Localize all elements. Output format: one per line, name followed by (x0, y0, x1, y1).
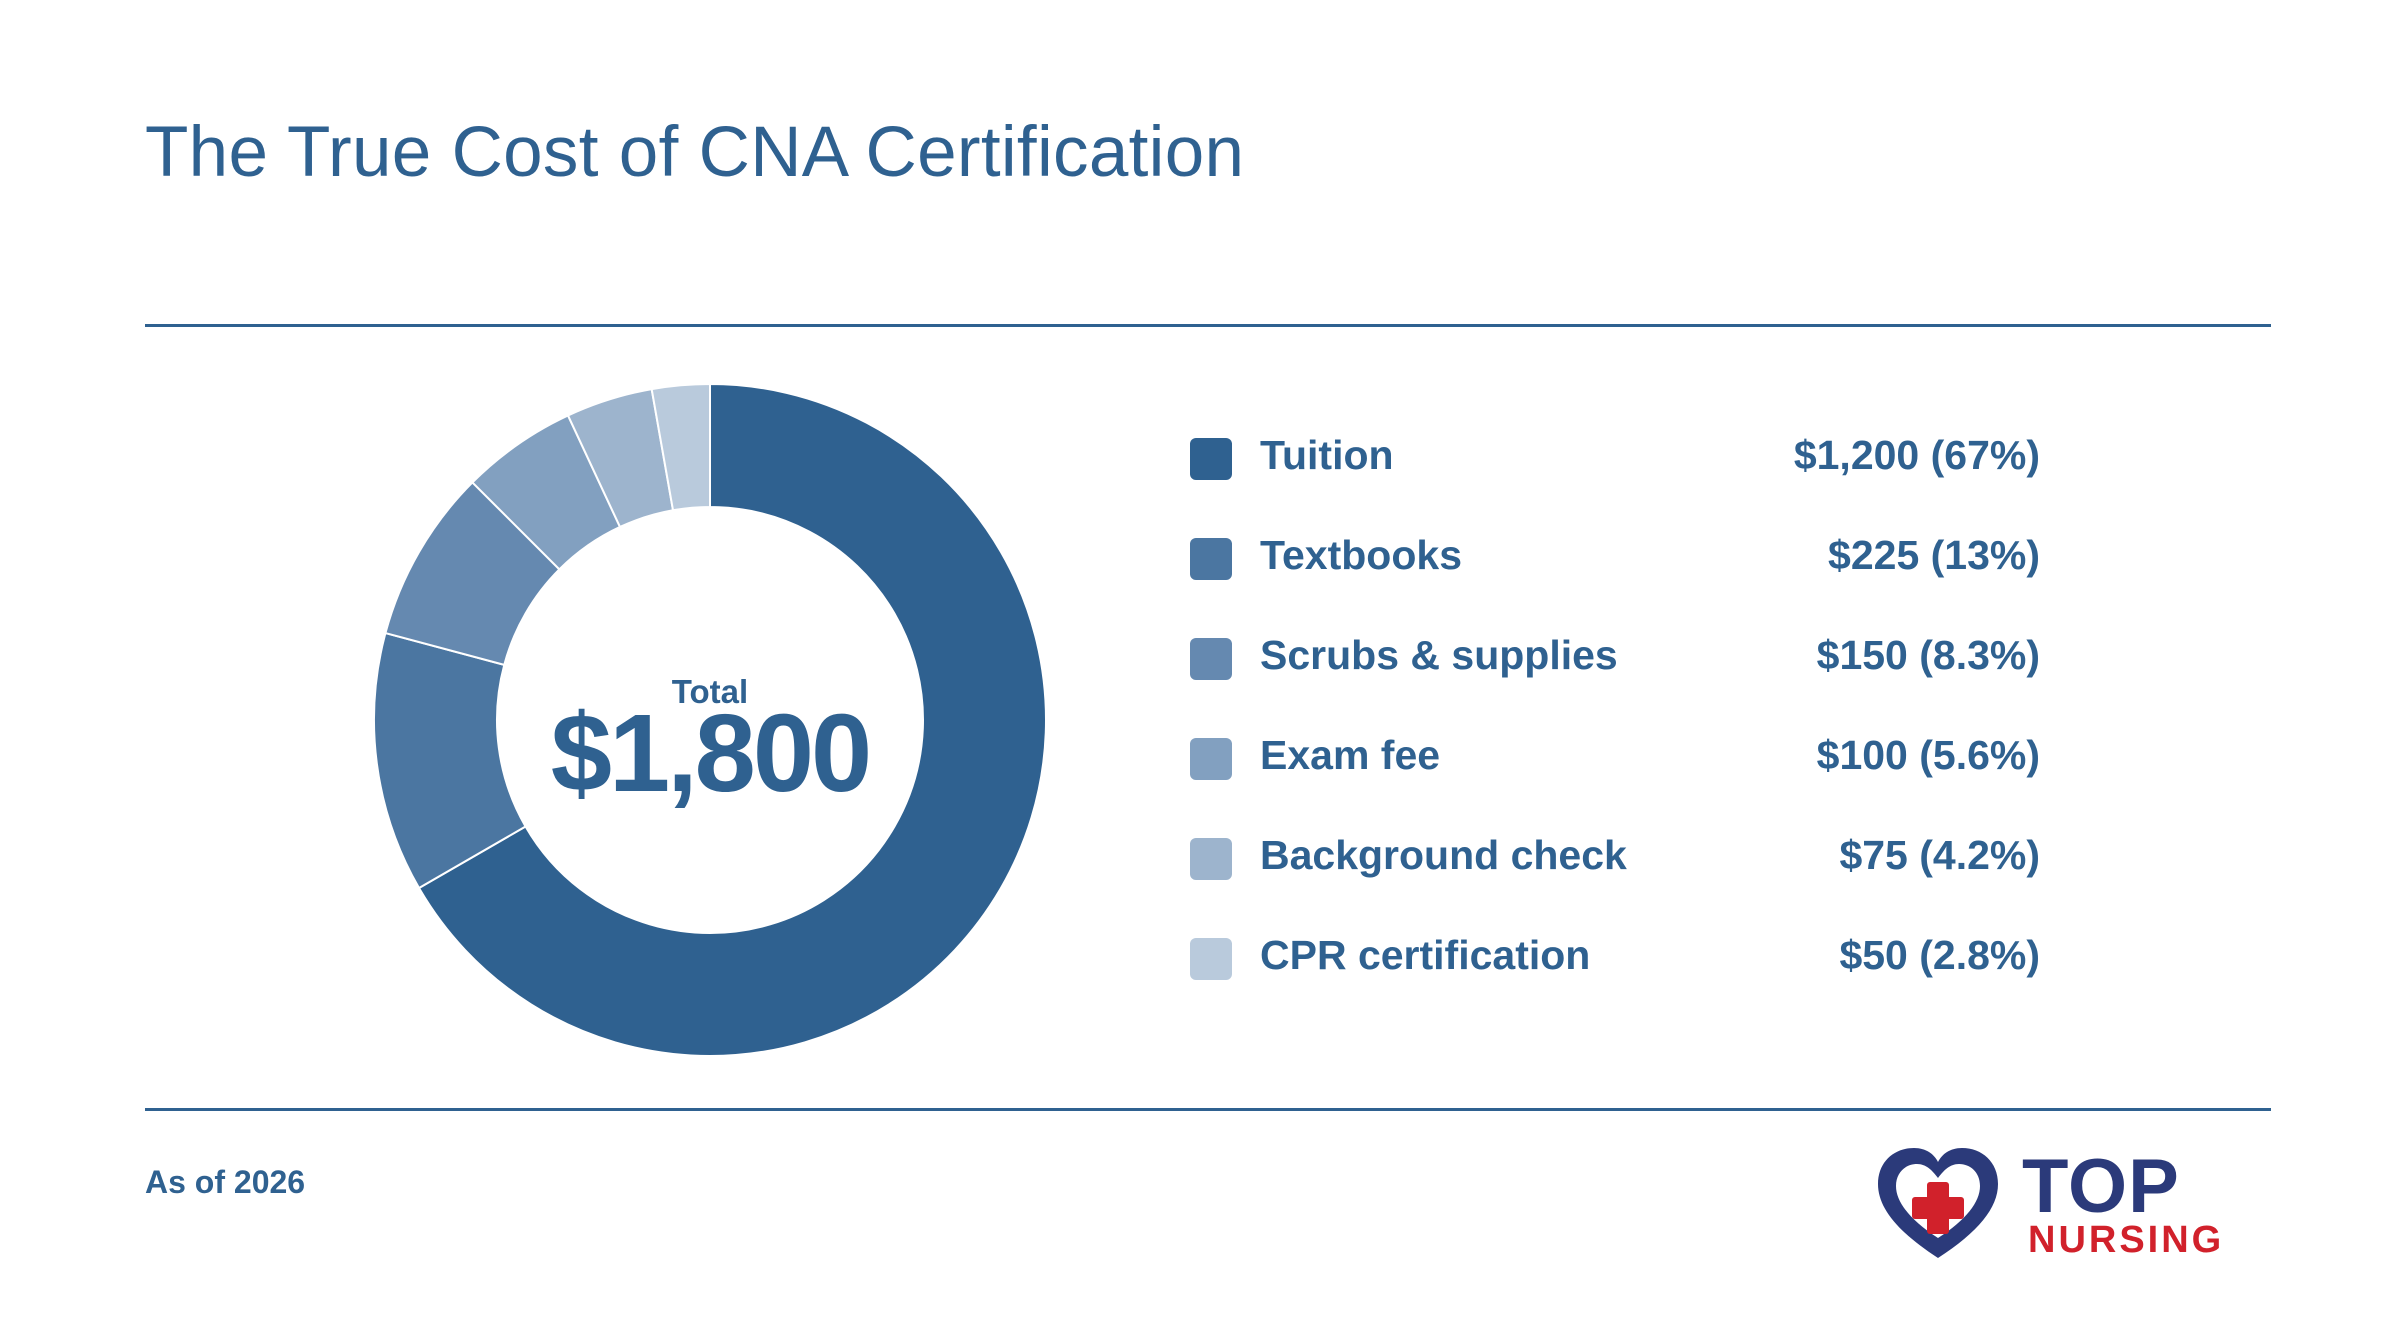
legend-item: Tuition $1,200 (67%) (1190, 420, 2040, 520)
legend-item: Exam fee $100 (5.6%) (1190, 720, 2040, 820)
legend-label: Tuition (1260, 432, 1394, 478)
legend-label: Background check (1260, 832, 1627, 878)
donut-slice-tuition (417, 382, 1047, 1057)
legend-label: Scrubs & supplies (1260, 632, 1618, 678)
heart-cross-icon (1878, 1148, 1998, 1258)
legend-swatch (1190, 938, 1232, 980)
logo-word-top: TOP (2022, 1144, 2180, 1229)
legend-swatch (1190, 538, 1232, 580)
legend-value: $75 (4.2%) (1839, 832, 2040, 878)
legend-swatch (1190, 838, 1232, 880)
donut-center-value: $1,800 (550, 692, 872, 815)
footnote: As of 2026 (145, 1164, 306, 1200)
legend-swatch (1190, 738, 1232, 780)
legend-item: Scrubs & supplies $150 (8.3%) (1190, 620, 2040, 720)
logo-word-nursing: NURSING (2028, 1219, 2224, 1261)
legend-value: $225 (13%) (1828, 532, 2040, 578)
legend-swatch (1190, 438, 1232, 480)
legend-swatch (1190, 638, 1232, 680)
legend-value: $1,200 (67%) (1793, 432, 2040, 478)
legend-label: CPR certification (1260, 932, 1591, 978)
donut-chart (373, 382, 1047, 1057)
legend-value: $150 (8.3%) (1816, 632, 2040, 678)
top-divider (145, 324, 2271, 327)
bottom-divider (145, 1108, 2271, 1111)
legend-label: Exam fee (1260, 732, 1441, 778)
legend-item: Textbooks $225 (13%) (1190, 520, 2040, 620)
page-title: The True Cost of CNA Certification (145, 113, 1245, 192)
legend-item: Background check $75 (4.2%) (1190, 820, 2040, 920)
donut-center-label: Total (671, 673, 749, 710)
donut-slice-cpr-certification (650, 382, 711, 512)
top-nursing-logo: TOP NURSING (1870, 1140, 2270, 1270)
chart-legend: Tuition $1,200 (67%) Textbooks $225 (13%) Sc… (1190, 420, 2040, 1020)
legend-item: CPR certification $50 (2.8%) (1190, 920, 2040, 1020)
legend-label: Textbooks (1260, 532, 1462, 578)
legend-value: $100 (5.6%) (1816, 732, 2040, 778)
legend-value: $50 (2.8%) (1839, 932, 2040, 978)
